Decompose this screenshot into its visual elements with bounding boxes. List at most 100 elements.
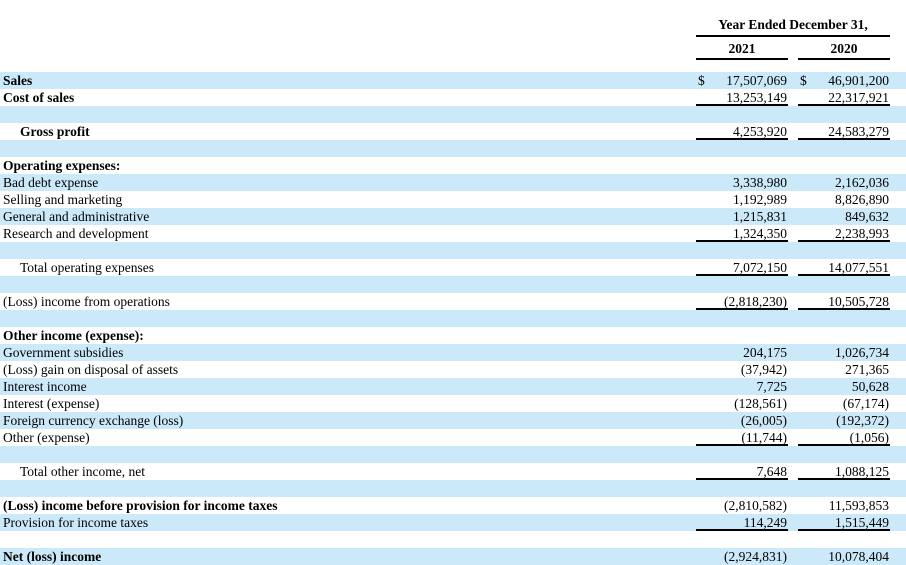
value-2020: (1,056) [849,430,889,445]
value-2020: 22,317,921 [828,90,889,105]
column-header-2020: 2020 [798,39,890,60]
dollar-sign [798,310,800,327]
year-header-row: 2021 2020 [0,39,906,60]
dollar-sign [696,293,698,308]
dollar-sign [696,242,698,259]
dollar-sign [696,548,698,565]
value-cell-2020: 8,826,890 [798,191,890,208]
column-gap [788,514,798,531]
value-2020: 1,026,734 [835,345,889,360]
table-row: Other income (expense): [0,327,906,344]
dollar-sign [798,531,800,548]
value-cell-2020 [798,140,890,157]
row-label: Foreign currency exchange (loss) [3,413,184,428]
value-2021: (37,942) [740,362,787,377]
row-label [0,140,696,157]
table-row: Operating expenses: [0,157,906,174]
dollar-sign [696,514,698,529]
table-body: Sales $17,507,069 $46,901,200 Cost of sa… [0,72,906,565]
value-cell-2020: 1,026,734 [798,344,890,361]
value-2020: 10,505,728 [828,294,889,309]
dollar-sign [696,395,698,412]
value-cell-2020: 14,077,551 [798,259,890,276]
dollar-sign [798,191,800,208]
value-cell-2021: 3,338,980 [696,174,788,191]
value-cell-2020: 22,317,921 [798,89,890,106]
dollar-sign [696,361,698,378]
value-cell-2020: 10,078,404 [798,548,890,565]
value-cell-2020: 849,632 [798,208,890,225]
dollar-sign [696,446,698,463]
value-cell-2021: (2,924,831) [696,548,788,565]
column-gap [788,89,798,106]
right-margin [890,208,906,225]
row-label: (Loss) income from operations [3,294,170,309]
value-cell-2020 [798,480,890,497]
right-margin [890,480,906,497]
table-row: Bad debt expense 3,338,980 2,162,036 [0,174,906,191]
dollar-sign [798,395,800,412]
row-label [0,276,696,293]
value-cell-2020 [798,242,890,259]
row-label: Selling and marketing [3,192,123,207]
row-label: (Loss) gain on disposal of assets [3,362,179,377]
value-2021: 17,507,069 [726,73,787,88]
value-cell-2021: (11,744) [696,429,788,446]
value-cell-2021: 114,249 [696,514,788,531]
column-gap [788,412,798,429]
value-cell-2021: 7,648 [696,463,788,480]
dollar-sign [798,361,800,378]
row-label [0,531,696,548]
dollar-sign [798,548,800,565]
column-gap [788,446,798,463]
row-label: Government subsidies [3,345,124,360]
row-label: Interest (expense) [3,396,100,411]
value-cell-2020 [798,157,890,174]
right-margin [890,140,906,157]
row-label: Other (expense) [3,430,90,445]
value-cell-2021: 7,072,150 [696,259,788,276]
column-gap [788,395,798,412]
right-margin [890,327,906,344]
value-cell-2020: 10,505,728 [798,293,890,310]
dollar-sign [798,89,800,104]
dollar-sign [696,174,698,191]
value-cell-2020 [798,446,890,463]
column-gap [788,293,798,310]
value-cell-2021: (128,561) [696,395,788,412]
column-header-2021: 2021 [696,39,788,60]
spacer-row [0,242,906,259]
value-cell-2021: 1,324,350 [696,225,788,242]
right-margin [890,548,906,565]
value-cell-2021 [696,531,788,548]
value-cell-2020 [798,310,890,327]
value-2020: (67,174) [842,396,889,411]
right-margin [890,242,906,259]
value-cell-2020: 2,238,993 [798,225,890,242]
dollar-sign [798,480,800,497]
spacer-row [0,480,906,497]
dollar-sign [696,276,698,293]
value-2021: (26,005) [740,413,787,428]
column-gap [788,242,798,259]
row-label: Sales [3,73,33,88]
dollar-sign [798,140,800,157]
table-row: General and administrative 1,215,831 849… [0,208,906,225]
column-gap [788,259,798,276]
right-margin [890,191,906,208]
value-2021: 1,192,989 [733,192,787,207]
value-2020: 10,078,404 [828,549,889,564]
row-label: Total other income, net [20,464,146,479]
label-column-spacer [0,16,696,37]
table-row: Foreign currency exchange (loss) (26,005… [0,412,906,429]
value-2020: 8,826,890 [835,192,889,207]
table-row: (Loss) income from operations (2,818,230… [0,293,906,310]
row-label [0,480,696,497]
value-cell-2020 [798,106,890,123]
spacer-row [0,140,906,157]
right-margin [890,514,906,531]
table-row: Cost of sales 13,253,149 22,317,921 [0,89,906,106]
column-gap [788,344,798,361]
dollar-sign [696,463,698,478]
